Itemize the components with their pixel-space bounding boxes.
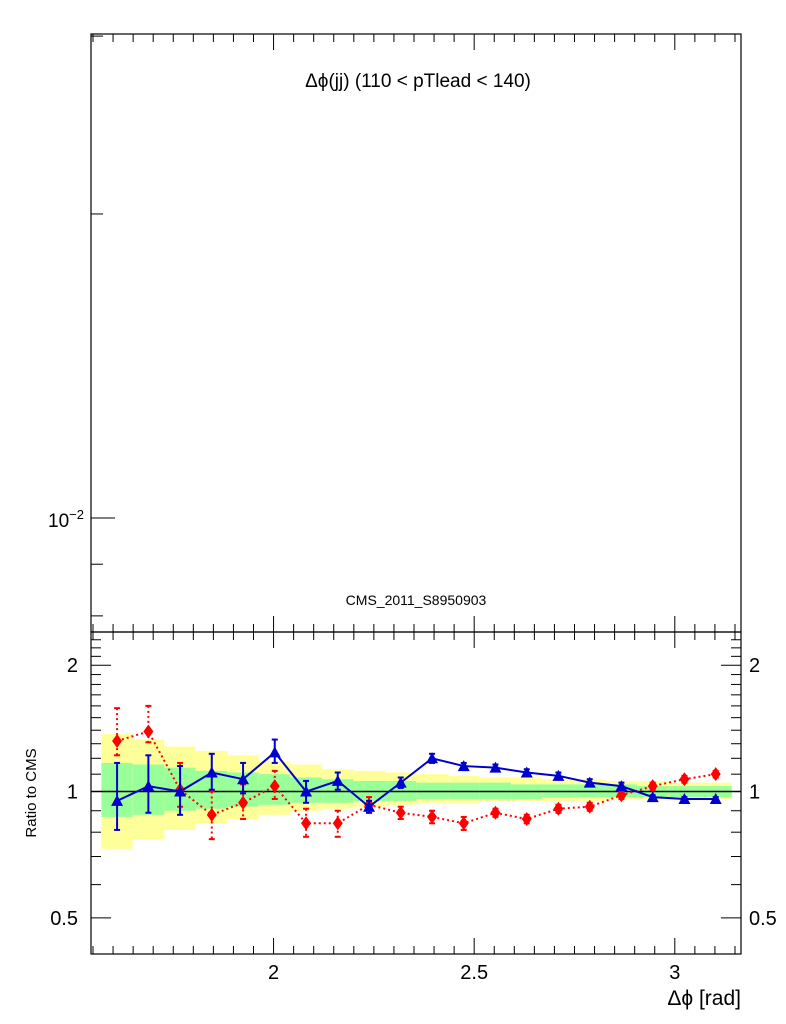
diamond-marker bbox=[553, 801, 564, 816]
series-line bbox=[116, 730, 716, 825]
triangle-marker bbox=[205, 766, 218, 778]
diamond-marker bbox=[112, 733, 123, 748]
triangle-marker bbox=[489, 761, 502, 773]
x-axis-label: Δϕ [rad] bbox=[667, 987, 741, 1010]
triangle-marker bbox=[142, 780, 155, 792]
ratio-ticks bbox=[91, 632, 741, 954]
tick-label-base: 10 bbox=[48, 511, 69, 532]
main-panel: Δϕ(jj) (110 < pTlead < 140) CMS_2011_S89… bbox=[48, 33, 742, 633]
triangle-marker bbox=[552, 769, 565, 781]
ratio-y-tick-label: 2 bbox=[67, 655, 78, 677]
triangle-marker bbox=[457, 760, 470, 772]
triangle-marker bbox=[268, 746, 281, 758]
x-tick-label: 2.5 bbox=[460, 962, 488, 984]
triangle-marker bbox=[300, 785, 313, 797]
triangle-marker bbox=[426, 752, 439, 764]
triangle-marker bbox=[615, 780, 628, 792]
analysis-label: CMS_2011_S8950903 bbox=[346, 592, 487, 608]
triangle-marker bbox=[583, 776, 596, 788]
ratio-y-tick-label-right: 2 bbox=[749, 655, 760, 677]
stat-uncertainty-band bbox=[542, 784, 575, 798]
ratio-tick-labels: 0.5 0.5 1 1 2 2 2 2.5 3 bbox=[50, 655, 777, 984]
diamond-marker bbox=[521, 812, 532, 827]
triangle-marker bbox=[331, 774, 344, 786]
ratio-panel: 0.5 0.5 1 1 2 2 2 2.5 3 Ratio to CMS Δϕ [rad] bbox=[23, 631, 777, 1010]
diamond-marker bbox=[332, 816, 343, 831]
stat-uncertainty-band bbox=[574, 784, 606, 798]
main-y-tick-label: 10−2 bbox=[48, 507, 84, 532]
triangle-marker bbox=[520, 766, 533, 778]
ratio-panel-frame bbox=[90, 631, 742, 955]
triangle-marker bbox=[678, 792, 691, 804]
triangle-marker bbox=[363, 800, 376, 812]
main-panel-frame bbox=[90, 33, 742, 633]
diamond-marker bbox=[616, 788, 627, 803]
diamond-marker bbox=[490, 805, 501, 820]
main-y-ticks bbox=[91, 35, 115, 617]
diamond-marker bbox=[395, 805, 406, 820]
triangle-marker bbox=[111, 794, 124, 806]
triangle-marker bbox=[709, 792, 722, 804]
diamond-marker bbox=[427, 809, 438, 824]
diamond-marker bbox=[143, 724, 154, 739]
main-x-ticks bbox=[92, 34, 736, 632]
triangle-marker bbox=[237, 773, 250, 785]
diamond-marker bbox=[206, 807, 217, 822]
main-title: Δϕ(jj) (110 < pTlead < 140) bbox=[305, 71, 531, 92]
ratio-y-tick-label-right: 1 bbox=[749, 782, 760, 804]
diamond-marker bbox=[238, 795, 249, 810]
triangle-marker bbox=[174, 785, 187, 797]
ratio-y-axis-label: Ratio to CMS bbox=[23, 748, 40, 837]
x-tick-label: 2 bbox=[268, 962, 279, 984]
diamond-marker bbox=[301, 816, 312, 831]
diamond-marker bbox=[647, 779, 658, 794]
diamond-marker bbox=[269, 779, 280, 794]
triangle-marker bbox=[646, 791, 659, 803]
diamond-marker bbox=[458, 816, 469, 831]
triangle-marker bbox=[394, 776, 407, 788]
ratio-y-tick-label: 1 bbox=[67, 782, 78, 804]
diamond-marker bbox=[679, 772, 690, 787]
tick-label-exponent: −2 bbox=[69, 507, 84, 522]
x-tick-label: 3 bbox=[669, 962, 680, 984]
ratio-y-tick-label-right: 0.5 bbox=[749, 908, 777, 930]
diamond-marker bbox=[584, 799, 595, 814]
ratio-y-tick-label: 0.5 bbox=[50, 908, 78, 930]
diamond-marker bbox=[710, 767, 721, 782]
ratio-series bbox=[111, 704, 722, 841]
series-line bbox=[116, 750, 716, 808]
